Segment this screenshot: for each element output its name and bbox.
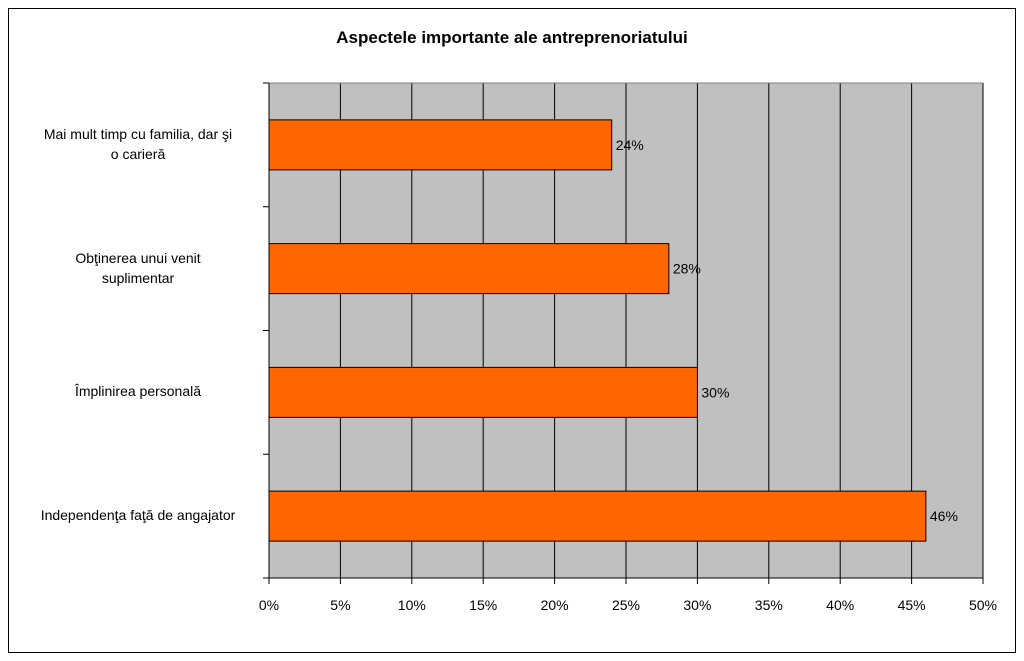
data-label: 46% [930, 508, 958, 524]
category-label: Împlinirea personală [14, 381, 262, 401]
x-tick-label: 0% [259, 597, 279, 613]
data-label: 24% [616, 137, 644, 153]
data-label: 30% [701, 384, 729, 400]
category-label-line: suplimentar [101, 269, 175, 286]
bar [268, 119, 613, 171]
x-tick-label: 10% [398, 597, 426, 613]
x-tick-label: 5% [330, 597, 350, 613]
x-tick-label: 25% [612, 597, 640, 613]
bar [268, 490, 927, 542]
x-tick-label: 30% [683, 597, 711, 613]
category-label-line: Obţinerea unui venit [75, 249, 201, 266]
category-label: Obţinerea unui venit suplimentar [14, 248, 262, 288]
category-label-line: Independenţa faţă de angajator [40, 507, 236, 524]
x-tick-label: 45% [898, 597, 926, 613]
x-tick-label: 20% [541, 597, 569, 613]
category-label: Independenţa faţă de angajator [14, 505, 262, 525]
x-tick-label: 15% [469, 597, 497, 613]
category-label: Mai mult timp cu familia, dar şi o carier… [14, 124, 262, 164]
data-label: 28% [673, 261, 701, 277]
x-tick-label: 40% [826, 597, 854, 613]
category-label-line: Mai mult timp cu familia, dar şi [43, 125, 233, 142]
chart-title: Aspectele importante ale antreprenoriatu… [336, 28, 688, 47]
x-tick-label: 50% [969, 597, 997, 613]
bar [268, 366, 698, 418]
category-label-line: o carieră [110, 145, 166, 162]
bar [268, 243, 670, 295]
category-label-line: Împlinirea personală [74, 383, 202, 400]
x-tick-label: 35% [755, 597, 783, 613]
